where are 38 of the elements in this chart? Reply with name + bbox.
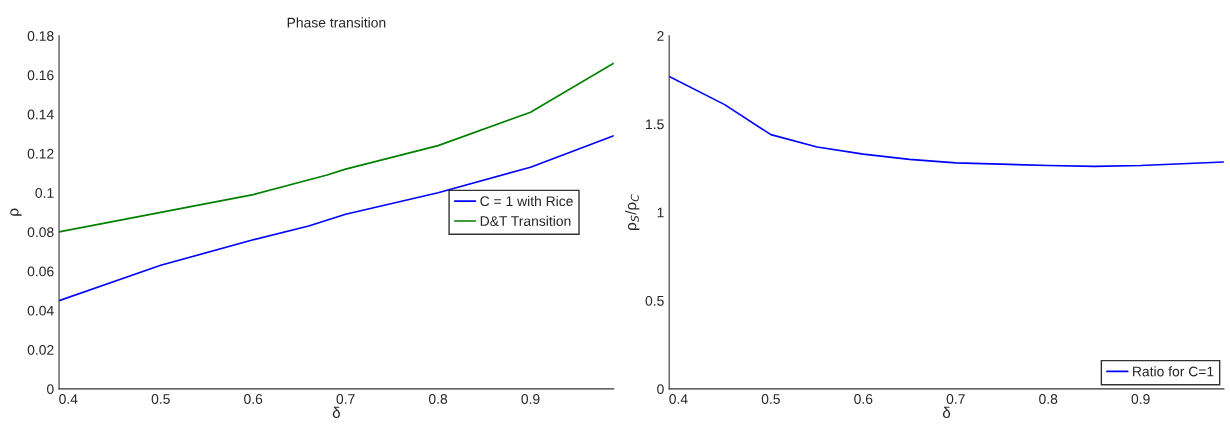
y-tick-label: 0.08 <box>27 227 54 238</box>
x-tick-label: 0.5 <box>761 394 780 404</box>
y-tick-label: 0.12 <box>27 148 54 159</box>
x-axis-title: δ <box>942 406 951 418</box>
x-tick-label: 0.8 <box>428 394 448 404</box>
y-tick-label: 0.1 <box>35 188 54 198</box>
x-tick-label: 0.5 <box>151 394 170 404</box>
x-tick-label: 0.6 <box>854 394 873 404</box>
y-tick-label: 0.18 <box>27 31 54 41</box>
y-tick-label: 0.14 <box>27 109 54 120</box>
y-tick-label: 0.04 <box>27 305 54 316</box>
line-series <box>59 134 614 302</box>
x-tick-label: 0.4 <box>669 394 688 404</box>
legend-label: Ratio for C=1 <box>1133 366 1214 377</box>
y-axis-title: ρ$_{S}$/ρ$_{C}$ <box>625 194 640 230</box>
y-tick-label: 1 <box>657 207 664 218</box>
x-axis-title: δ <box>332 406 340 418</box>
y-tick-label: 0 <box>47 384 54 395</box>
line-series <box>59 62 614 233</box>
x-tick-label: 0.6 <box>244 394 263 404</box>
x-tick-label: 0.9 <box>1131 394 1150 404</box>
y-tick-label: 0.5 <box>645 295 664 306</box>
x-tick-label: 0.8 <box>1039 394 1058 404</box>
y-axis-title: ρ <box>10 208 22 216</box>
line-series <box>669 75 1224 168</box>
y-tick-label: 0.06 <box>27 266 54 277</box>
x-tick-label: 0.7 <box>946 394 965 404</box>
y-tick-label: 0.02 <box>27 344 54 355</box>
x-tick-label: 0.4 <box>59 394 78 404</box>
legend-label: D&T Transition <box>480 215 571 226</box>
x-tick-label: 0.9 <box>521 394 540 404</box>
y-tick-label: 2 <box>657 31 664 41</box>
y-tick-label: 0.16 <box>27 70 54 81</box>
chart-title: Phase transition <box>287 17 386 28</box>
y-tick-label: 1.5 <box>646 119 664 130</box>
y-tick-label: 0 <box>657 384 664 395</box>
legend-label: C = 1 with Rice <box>480 195 573 207</box>
x-tick-label: 0.7 <box>336 394 355 404</box>
